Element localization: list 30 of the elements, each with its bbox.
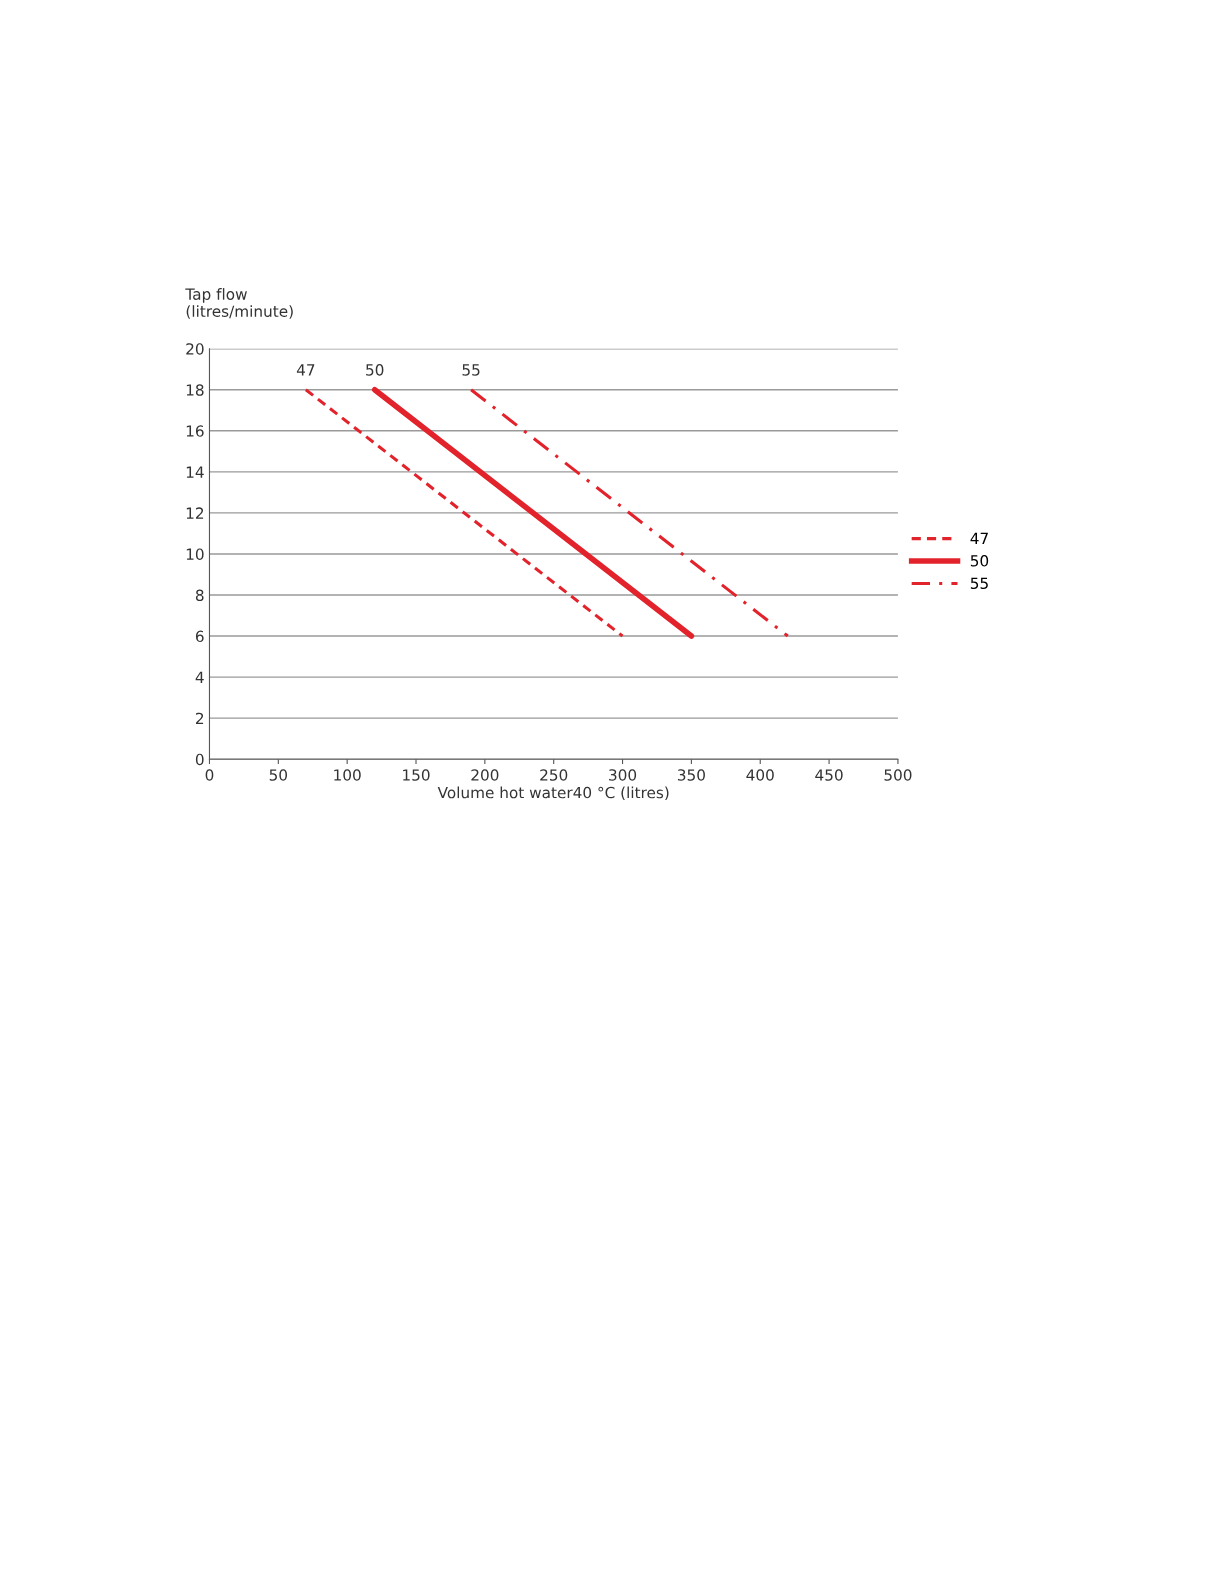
x-tick-label: 300 xyxy=(609,769,637,781)
x-tick-label: 350 xyxy=(677,769,705,781)
y-tick-label: 6 xyxy=(195,630,204,643)
text: 47 xyxy=(296,364,315,376)
x-tick-label: 100 xyxy=(334,769,361,781)
x-tick-label: 200 xyxy=(471,769,499,781)
x-tick-label: 500 xyxy=(884,769,912,781)
y-tick-label: 20 xyxy=(186,343,204,355)
y-tick-label: 10 xyxy=(186,548,204,560)
x-tick-label: 150 xyxy=(403,769,430,781)
x-tick-label: 0 xyxy=(205,769,214,781)
x-tick-label: 250 xyxy=(540,769,568,781)
y-tick-label: 18 xyxy=(186,384,204,396)
y-tick-label: 16 xyxy=(186,425,204,437)
x-tick-label: 450 xyxy=(815,769,843,781)
text: 50 xyxy=(366,364,384,376)
x-tick-label: 50 xyxy=(269,769,288,781)
y-tick-label: 0 xyxy=(195,753,204,766)
legend-label: 55 xyxy=(970,577,988,590)
text: 55 xyxy=(462,364,480,376)
y-axis-title: Tap flow (litres/minute) xyxy=(185,288,293,319)
x-axis-title: Volume hot water40 °C (litres) xyxy=(437,786,669,801)
x-tick-label: 400 xyxy=(746,769,774,781)
y-tick-label: 8 xyxy=(195,589,204,602)
y-tick-label: 12 xyxy=(186,507,204,519)
y-tick-label: 4 xyxy=(195,671,204,683)
y-tick-label: 2 xyxy=(196,712,204,724)
legend-label: 50 xyxy=(970,555,989,567)
y-tick-label: 14 xyxy=(186,466,204,478)
legend-label: 47 xyxy=(970,532,988,544)
